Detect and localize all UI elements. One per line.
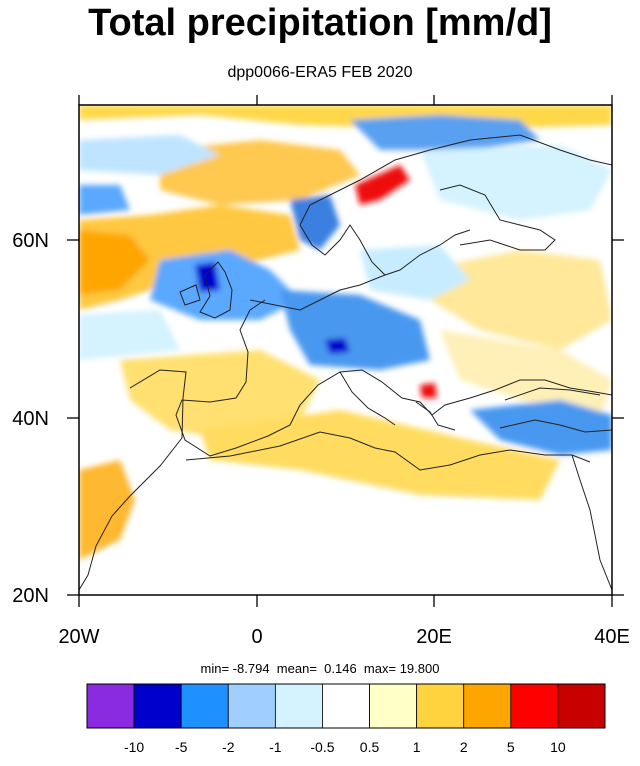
anomaly-iberia-yellow [120, 350, 320, 440]
colorbar-box [274, 683, 323, 729]
colorbar-label: 2 [460, 739, 468, 755]
anomaly-greenland-blue [79, 185, 130, 215]
colorbar-box [557, 683, 606, 729]
y-tick-label-20n: 20N [12, 585, 49, 607]
colorbar-box [180, 683, 229, 729]
anomaly-alps-darkblue [325, 338, 350, 354]
stats-min-label: min= [200, 661, 233, 676]
stats-mean-label: mean= [269, 661, 325, 676]
colorbar-label: 5 [507, 739, 515, 755]
anomaly-barents-blue [350, 115, 540, 150]
colorbar-box [133, 683, 182, 729]
anomaly-norway-red [355, 165, 410, 205]
anomaly-east-europe-pale [440, 330, 612, 420]
stats-max-value: 19.800 [399, 661, 440, 676]
colorbar-box [227, 683, 276, 729]
colorbar-box [322, 683, 370, 729]
colorbar-box [86, 683, 135, 729]
anomaly-west-africa-orange [79, 460, 135, 560]
colorbar-label: -0.5 [310, 739, 334, 755]
anomaly-mid-atlantic-lightblue [79, 310, 180, 360]
anomaly-central-europe-blue [280, 290, 430, 370]
anomaly-norway-coast-blue [290, 195, 340, 250]
x-tick-label-40e: 40E [594, 626, 630, 648]
anomaly-baltic-lightblue [360, 245, 470, 300]
stats-line: min= -8.794 mean= 0.146 max= 19.800 [0, 661, 640, 676]
y-tick-label-60n: 60N [12, 230, 49, 252]
anomaly-atlantic-west-orange [79, 230, 150, 295]
stats-min-value: -8.794 [232, 661, 270, 676]
coastlines [79, 134, 612, 591]
colorbar-label: 1 [413, 739, 421, 755]
colorbar: -10 -5 -2 -1 -0.5 0.5 1 2 5 10 [86, 683, 606, 755]
stats-mean-value: 0.146 [324, 661, 357, 676]
tick-marks [67, 95, 624, 607]
anomaly-greece-red [420, 383, 437, 398]
precipitation-field [79, 105, 612, 595]
colorbar-box [416, 683, 465, 729]
colorbar-label: 0.5 [360, 739, 380, 755]
anomaly-svalbard-lightblue [79, 135, 220, 175]
colorbar-box [369, 683, 418, 729]
chart-subtitle: dpp0066-ERA5 FEB 2020 [227, 64, 413, 81]
colorbar-label: 10 [550, 739, 566, 755]
chart-title: Total precipitation [mm/d] [88, 2, 552, 44]
anomaly-north-africa-yellow [200, 410, 560, 500]
anomaly-north-lightblue [420, 145, 612, 220]
anomaly-russia-yellow [420, 250, 612, 350]
x-tick-label-20w: 20W [58, 626, 99, 648]
map-frame [78, 104, 613, 596]
colorbar-label: -1 [269, 739, 282, 755]
anomaly-scotland-darkblue [195, 262, 220, 292]
colorbar-box [463, 683, 512, 729]
stats-max-label: max= [356, 661, 400, 676]
x-tick-label-0: 0 [251, 626, 262, 648]
colorbar-label: -10 [124, 739, 144, 755]
colorbar-label: -5 [175, 739, 188, 755]
x-tick-label-20e: 20E [416, 626, 452, 648]
colorbar-label: -2 [222, 739, 235, 755]
y-tick-label-40n: 40N [12, 408, 49, 430]
colorbar-box [510, 683, 559, 729]
anomaly-turkey-blue [470, 400, 612, 455]
